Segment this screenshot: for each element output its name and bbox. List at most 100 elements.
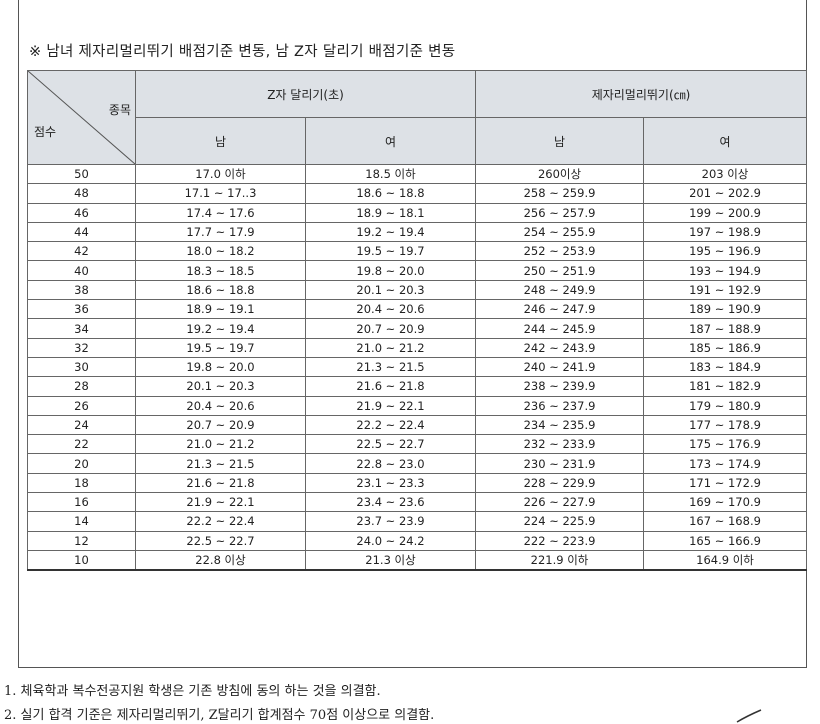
long-jump-female-cell: 193 ~ 194.9 — [643, 260, 808, 281]
z-run-female-cell: 18.9 ~ 18.1 — [304, 202, 477, 223]
long-jump-female-cell: 195 ~ 196.9 — [643, 241, 808, 262]
long-jump-male-cell: 252 ~ 253.9 — [475, 241, 645, 262]
long-jump-male-cell: 248 ~ 249.9 — [475, 279, 645, 301]
z-run-male-cell: 17.1 ~ 17..3 — [135, 183, 306, 204]
table-row: 22 21.0 ~ 21.2 22.5 ~ 22.7 232 ~ 233.9 175 ~… — [27, 434, 808, 455]
long-jump-female-cell: 185 ~ 186.9 — [643, 337, 808, 358]
table-row: 36 18.9 ~ 19.1 20.4 ~ 20.6 246 ~ 247.9 189 ~… — [27, 299, 808, 320]
table-row: 32 19.5 ~ 19.7 21.0 ~ 21.2 242 ~ 243.9 185 ~… — [27, 337, 808, 358]
score-cell: 34 — [27, 318, 136, 339]
long-jump-female-cell: 203 이상 — [643, 163, 808, 185]
long-jump-male-cell: 234 ~ 235.9 — [475, 414, 645, 436]
score-label: 점수 — [34, 125, 57, 139]
score-cell: 36 — [27, 299, 136, 320]
z-run-male-cell: 21.9 ~ 22.1 — [135, 492, 306, 513]
long-jump-male-cell: 221.9 이하 — [475, 549, 645, 572]
z-run-male-cell: 21.0 ~ 21.2 — [135, 434, 306, 455]
group-header-z-run: Z자 달리기(초) — [134, 70, 477, 118]
subheader-male: 남 — [135, 117, 306, 165]
score-cell: 28 — [27, 376, 136, 397]
z-run-male-cell: 18.3 ~ 18.5 — [135, 260, 306, 281]
z-run-male-cell: 17.7 ~ 17.9 — [135, 221, 306, 243]
z-run-male-cell: 22.8 이상 — [135, 549, 306, 572]
z-run-male-cell: 22.5 ~ 22.7 — [135, 530, 306, 551]
z-run-male-cell: 21.6 ~ 21.8 — [135, 472, 306, 494]
score-cell: 22 — [27, 434, 136, 455]
table-row: 14 22.2 ~ 22.4 23.7 ~ 23.9 224 ~ 225.9 167 ~… — [27, 511, 808, 532]
long-jump-male-cell: 256 ~ 257.9 — [475, 202, 645, 223]
z-run-female-cell: 20.1 ~ 20.3 — [304, 279, 477, 301]
long-jump-female-cell: 167 ~ 168.9 — [643, 511, 808, 532]
score-cell: 40 — [27, 260, 136, 281]
z-run-female-cell: 19.8 ~ 20.0 — [304, 260, 477, 281]
score-cell: 30 — [27, 356, 136, 378]
long-jump-male-cell: 236 ~ 237.9 — [475, 395, 645, 416]
long-jump-female-cell: 191 ~ 192.9 — [643, 279, 808, 301]
long-jump-female-cell: 165 ~ 166.9 — [643, 530, 808, 551]
long-jump-male-cell: 222 ~ 223.9 — [475, 530, 645, 551]
long-jump-male-cell: 260이상 — [475, 163, 645, 185]
long-jump-female-cell: 175 ~ 176.9 — [643, 434, 808, 455]
z-run-female-cell: 21.0 ~ 21.2 — [304, 337, 477, 358]
table-row: 40 18.3 ~ 18.5 19.8 ~ 20.0 250 ~ 251.9 193 ~… — [27, 260, 808, 281]
z-run-male-cell: 22.2 ~ 22.4 — [135, 511, 306, 532]
long-jump-male-cell: 238 ~ 239.9 — [475, 376, 645, 397]
scoring-table: 종목 점수 Z자 달리기(초) 제자리멀리뛰기(㎝) 남 여 남 여 50 17.… — [27, 70, 808, 572]
group-header-long-jump: 제자리멀리뛰기(㎝) — [475, 70, 808, 118]
score-cell: 32 — [27, 337, 136, 358]
long-jump-male-cell: 250 ~ 251.9 — [475, 260, 645, 281]
z-run-male-cell: 19.2 ~ 19.4 — [135, 318, 306, 339]
table-row: 34 19.2 ~ 19.4 20.7 ~ 20.9 244 ~ 245.9 187 ~… — [27, 318, 808, 339]
table-row: 42 18.0 ~ 18.2 19.5 ~ 19.7 252 ~ 253.9 195 ~… — [27, 241, 808, 262]
score-cell: 18 — [27, 472, 136, 494]
long-jump-male-cell: 254 ~ 255.9 — [475, 221, 645, 243]
z-run-male-cell: 17.4 ~ 17.6 — [135, 202, 306, 223]
z-run-female-cell: 21.9 ~ 22.1 — [304, 395, 477, 416]
corner-header: 종목 점수 — [27, 70, 136, 165]
z-run-male-cell: 19.5 ~ 19.7 — [135, 337, 306, 358]
table-row: 24 20.7 ~ 20.9 22.2 ~ 22.4 234 ~ 235.9 177 ~… — [27, 414, 808, 436]
score-cell: 44 — [27, 221, 136, 243]
table-row: 10 22.8 이상 21.3 이상 221.9 이하 164.9 이하 — [27, 549, 808, 572]
table-row: 26 20.4 ~ 20.6 21.9 ~ 22.1 236 ~ 237.9 179 ~… — [27, 395, 808, 416]
table-row: 12 22.5 ~ 22.7 24.0 ~ 24.2 222 ~ 223.9 165 ~… — [27, 530, 808, 551]
table-row: 48 17.1 ~ 17..3 18.6 ~ 18.8 258 ~ 259.9 201 … — [27, 183, 808, 204]
score-cell: 16 — [27, 492, 136, 513]
score-cell: 42 — [27, 241, 136, 262]
z-run-male-cell: 18.6 ~ 18.8 — [135, 279, 306, 301]
long-jump-male-cell: 246 ~ 247.9 — [475, 299, 645, 320]
section-title: ※ 남녀 제자리멀리뛰기 배점기준 변동, 남 Z자 달리기 배점기준 변동 — [29, 44, 456, 60]
z-run-female-cell: 20.4 ~ 20.6 — [304, 299, 477, 320]
long-jump-female-cell: 189 ~ 190.9 — [643, 299, 808, 320]
z-run-female-cell: 18.5 이하 — [304, 163, 477, 185]
long-jump-male-cell: 232 ~ 233.9 — [475, 434, 645, 455]
long-jump-male-cell: 226 ~ 227.9 — [475, 492, 645, 513]
long-jump-male-cell: 244 ~ 245.9 — [475, 318, 645, 339]
long-jump-female-cell: 173 ~ 174.9 — [643, 453, 808, 474]
score-cell: 48 — [27, 183, 136, 204]
long-jump-female-cell: 177 ~ 178.9 — [643, 414, 808, 436]
score-cell: 46 — [27, 202, 136, 223]
long-jump-female-cell: 199 ~ 200.9 — [643, 202, 808, 223]
z-run-female-cell: 21.6 ~ 21.8 — [304, 376, 477, 397]
long-jump-female-cell: 197 ~ 198.9 — [643, 221, 808, 243]
long-jump-male-cell: 224 ~ 225.9 — [475, 511, 645, 532]
z-run-male-cell: 18.0 ~ 18.2 — [135, 241, 306, 262]
z-run-male-cell: 18.9 ~ 19.1 — [135, 299, 306, 320]
z-run-female-cell: 22.2 ~ 22.4 — [304, 414, 477, 436]
long-jump-male-cell: 258 ~ 259.9 — [475, 183, 645, 204]
z-run-male-cell: 20.4 ~ 20.6 — [135, 395, 306, 416]
z-run-female-cell: 19.2 ~ 19.4 — [304, 221, 477, 243]
long-jump-female-cell: 171 ~ 172.9 — [643, 472, 808, 494]
subheader-male: 남 — [475, 117, 645, 165]
score-cell: 20 — [27, 453, 136, 474]
z-run-female-cell: 21.3 이상 — [304, 549, 477, 572]
score-cell: 10 — [27, 549, 136, 572]
long-jump-female-cell: 201 ~ 202.9 — [643, 183, 808, 204]
long-jump-male-cell: 228 ~ 229.9 — [475, 472, 645, 494]
long-jump-female-cell: 164.9 이하 — [643, 549, 808, 572]
table-row: 30 19.8 ~ 20.0 21.3 ~ 21.5 240 ~ 241.9 183 ~… — [27, 356, 808, 378]
long-jump-male-cell: 240 ~ 241.9 — [475, 356, 645, 378]
z-run-female-cell: 22.8 ~ 23.0 — [304, 453, 477, 474]
long-jump-female-cell: 181 ~ 182.9 — [643, 376, 808, 397]
